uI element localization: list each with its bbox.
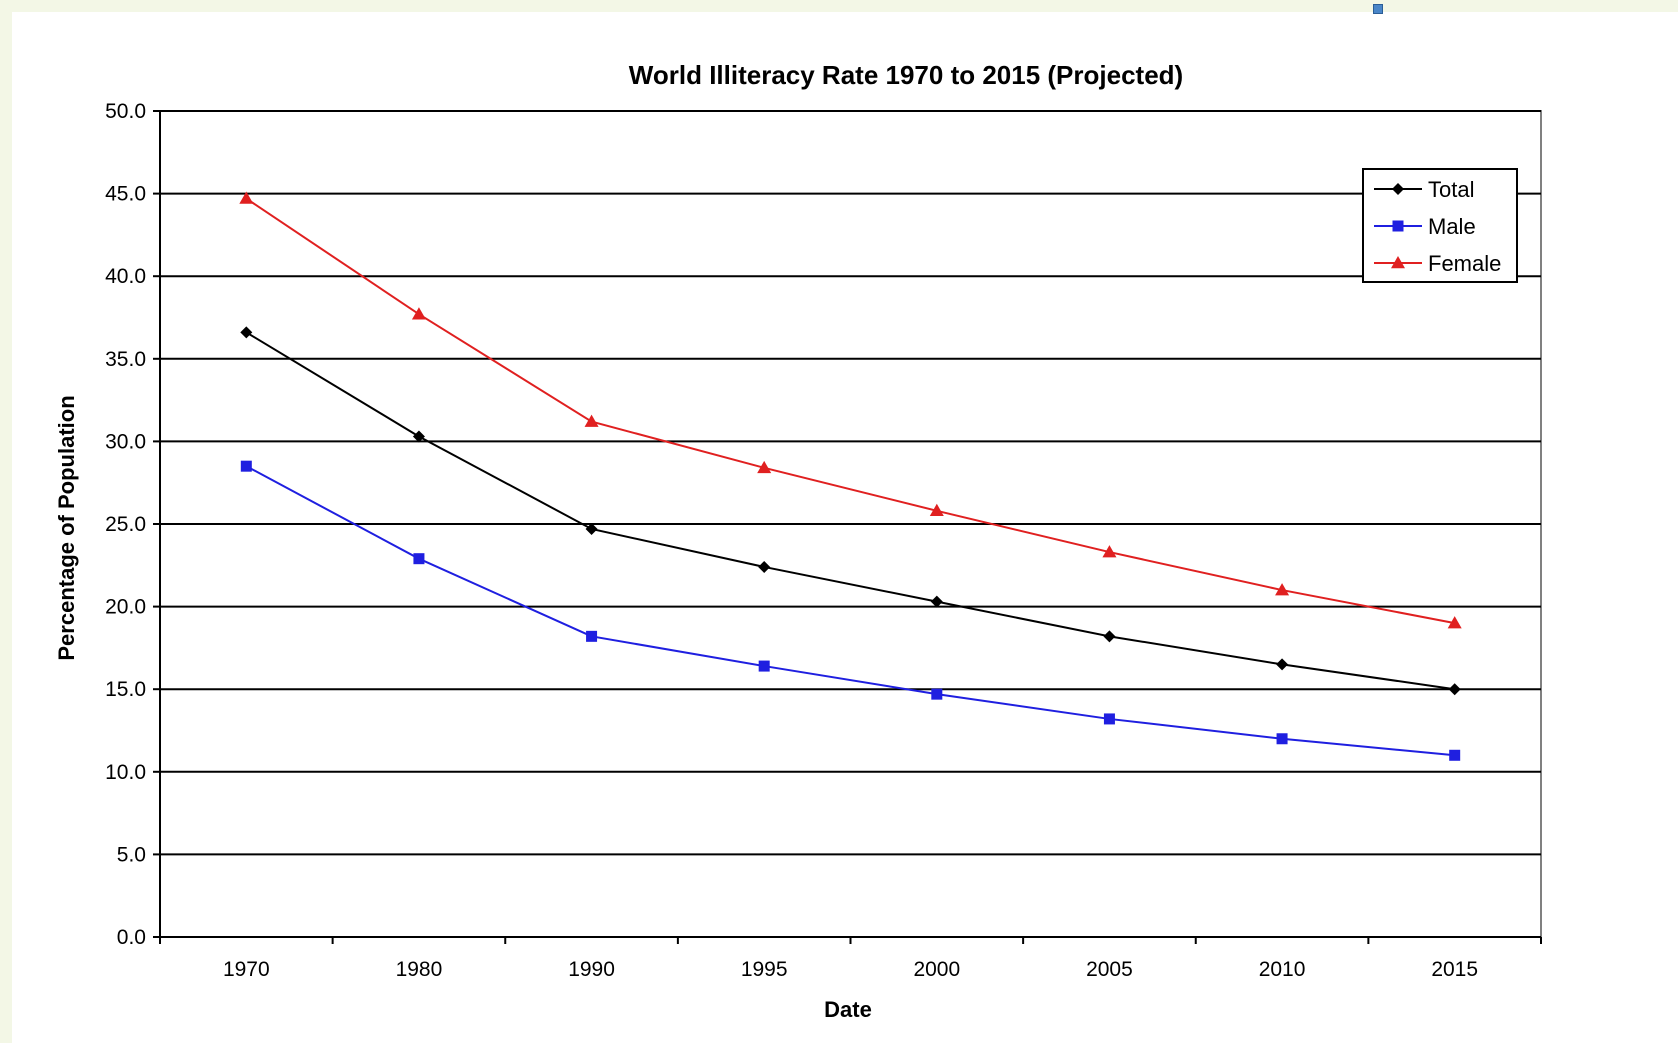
gridlines xyxy=(159,110,1542,938)
data-point-female xyxy=(1102,545,1117,558)
chart-title: World Illiteracy Rate 1970 to 2015 (Proj… xyxy=(629,60,1183,90)
legend-label-female: Female xyxy=(1428,251,1501,276)
series-group xyxy=(239,191,1462,761)
x-tick-label: 1990 xyxy=(568,958,615,981)
series-line-total xyxy=(245,331,1455,691)
resize-handle[interactable] xyxy=(1373,4,1383,14)
data-point-male xyxy=(1103,713,1115,725)
x-tick-label: 1980 xyxy=(396,958,443,981)
legend-marker-total xyxy=(1392,183,1404,195)
data-point-female xyxy=(929,503,944,517)
data-point-female xyxy=(584,414,599,427)
legend-label-total: Total xyxy=(1428,177,1474,202)
data-point-female xyxy=(1275,583,1290,596)
data-point-total xyxy=(412,430,425,443)
x-tick-label: 1970 xyxy=(223,958,270,981)
legend-label-male: Male xyxy=(1428,214,1476,239)
data-point-male xyxy=(240,460,252,472)
data-point-male xyxy=(1449,749,1461,761)
legend: Total Male Female xyxy=(1362,168,1518,283)
y-tick-label: 25.0 xyxy=(105,513,146,536)
data-point-male xyxy=(413,553,425,565)
data-point-total xyxy=(930,595,943,608)
y-tick-label: 0.0 xyxy=(117,926,146,949)
data-point-total xyxy=(1103,630,1116,643)
legend-marker-female xyxy=(1391,256,1405,269)
data-point-male xyxy=(1276,733,1288,745)
data-point-total xyxy=(758,560,771,573)
y-tick-label: 35.0 xyxy=(105,348,146,371)
series-line-male xyxy=(245,465,1455,757)
data-point-male xyxy=(931,688,943,700)
y-axis-label: Percentage of Population xyxy=(54,395,79,660)
y-tick-label: 5.0 xyxy=(117,843,146,866)
y-tick-label: 50.0 xyxy=(105,100,146,123)
x-tick-label: 2000 xyxy=(913,958,960,981)
data-point-female xyxy=(757,460,772,474)
x-tick-label: 2010 xyxy=(1259,958,1306,981)
y-tick-label: 45.0 xyxy=(105,183,146,206)
data-point-female xyxy=(239,191,254,204)
y-tick-label: 15.0 xyxy=(105,678,146,701)
data-point-total xyxy=(1276,658,1289,671)
y-tick-label: 40.0 xyxy=(105,265,146,288)
data-point-male xyxy=(758,660,770,672)
data-point-male xyxy=(586,630,598,642)
x-tick-label: 2015 xyxy=(1431,958,1478,981)
data-point-total xyxy=(585,522,598,535)
y-tick-label: 10.0 xyxy=(105,761,146,784)
x-axis-label: Date xyxy=(824,997,872,1022)
data-point-total xyxy=(240,326,253,339)
data-point-female xyxy=(1447,616,1462,629)
legend-marker-male xyxy=(1392,220,1404,232)
series-line-female xyxy=(245,197,1455,625)
y-tick-label: 20.0 xyxy=(105,596,146,619)
data-point-total xyxy=(1448,683,1461,696)
x-tick-label: 2005 xyxy=(1086,958,1133,981)
y-tick-label: 30.0 xyxy=(105,430,146,453)
x-tick-label: 1995 xyxy=(741,958,788,981)
data-point-female xyxy=(411,307,426,320)
axes: 0.0 5.0 10.0 15.0 20.0 25.0 30.0 35.0 40.0 45.0 50… xyxy=(105,100,1542,981)
